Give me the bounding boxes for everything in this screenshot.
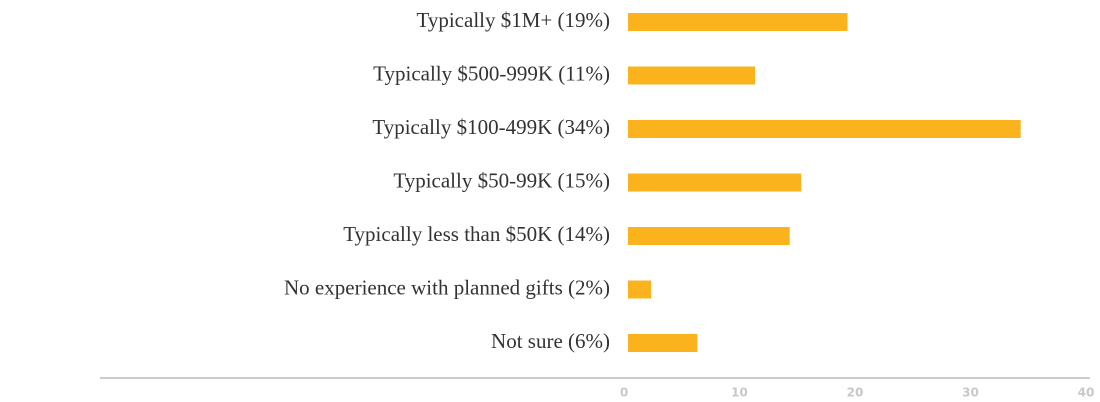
bar <box>628 280 652 299</box>
x-tick-label: 20 <box>847 386 864 400</box>
category-label: Not sure (6%) <box>491 329 610 353</box>
bar <box>628 173 802 192</box>
bar <box>628 334 698 352</box>
bar <box>628 66 756 85</box>
category-label: Typically $1M+ (19%) <box>416 8 610 32</box>
x-tick-label: 30 <box>962 386 979 400</box>
x-tick-label: 0 <box>620 386 628 400</box>
category-label: No experience with planned gifts (2%) <box>284 275 610 299</box>
category-label: Typically $500-999K (11%) <box>373 61 610 85</box>
x-tick-label: 10 <box>731 386 748 400</box>
bar <box>628 13 848 31</box>
bar <box>628 227 790 245</box>
x-tick-label: 40 <box>1078 386 1095 400</box>
category-label: Typically $100-499K (34%) <box>372 115 610 139</box>
bar <box>628 120 1021 138</box>
category-label: Typically $50-99K (15%) <box>393 168 610 192</box>
category-label: Typically less than $50K (14%) <box>343 222 610 246</box>
